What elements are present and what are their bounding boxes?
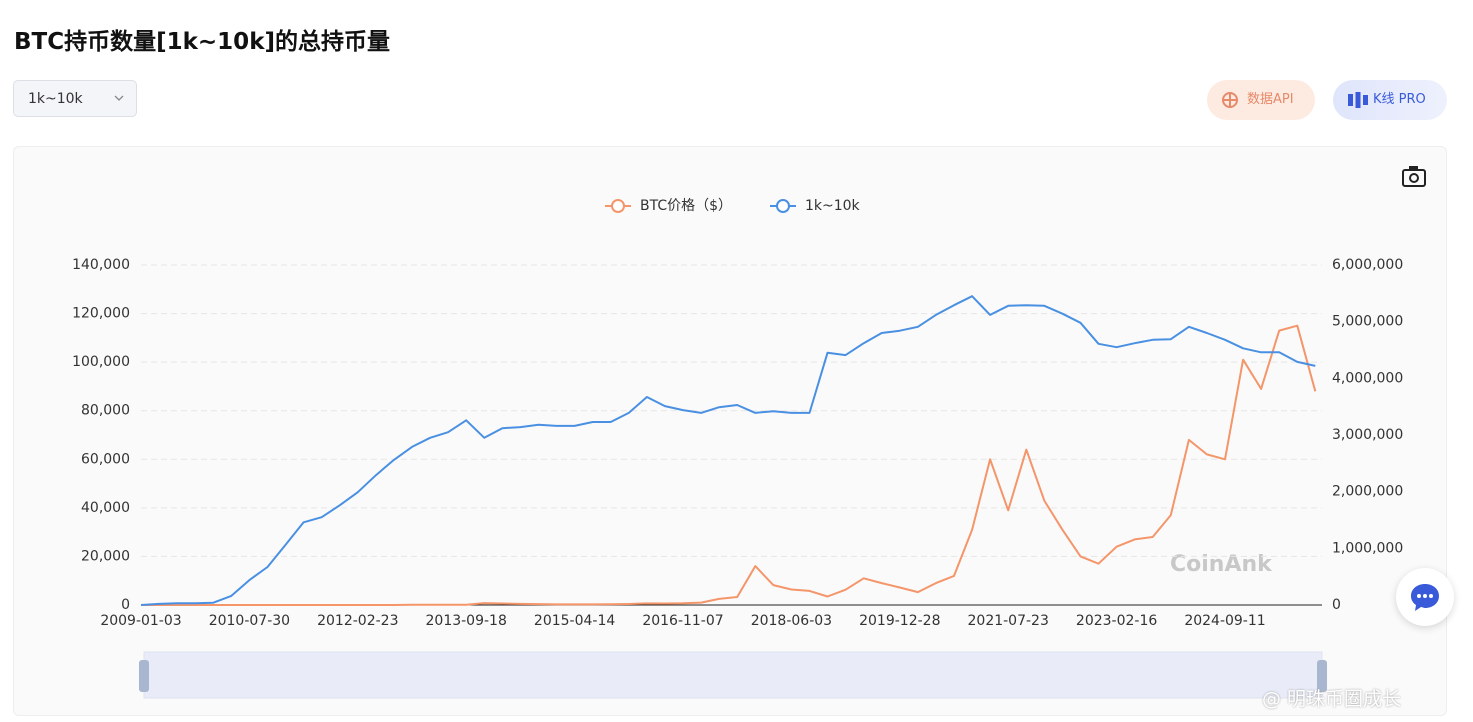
dropdown-text: 1k~10k [28, 91, 83, 107]
api-icon [1222, 92, 1238, 108]
y2-tick-label: 4,000,000 [1332, 370, 1403, 386]
y-tick-label: 0 [121, 597, 130, 613]
range-dropdown[interactable]: 1k~10k [13, 80, 137, 117]
footer-watermark: @ 明珠币圈成长 [1262, 688, 1402, 710]
data-line [141, 324, 1317, 606]
x-tick-label: 2013-09-18 [426, 613, 507, 629]
x-tick-label: 2012-02-23 [317, 613, 398, 629]
api-button[interactable]: 数据API [1207, 80, 1315, 120]
legend-label: 1k~10k [805, 198, 861, 214]
y2-tick-label: 6,000,000 [1332, 257, 1403, 273]
y2-tick-label: 3,000,000 [1332, 427, 1403, 443]
chevron [114, 95, 124, 101]
zoom-handle[interactable] [139, 660, 149, 692]
legend-item[interactable]: BTC价格（$） [605, 198, 732, 214]
y-tick-label: 140,000 [72, 257, 130, 273]
x-tick-label: 2021-07-23 [968, 613, 1049, 629]
x-tick-label: 2016-11-07 [642, 613, 723, 629]
x-tick-label: 2009-01-03 [100, 613, 181, 629]
zoom-slider[interactable] [143, 651, 1323, 699]
kline-icon [1348, 92, 1368, 108]
chat-button[interactable] [1396, 568, 1454, 626]
y-tick-label: 20,000 [81, 548, 130, 564]
data-line [140, 295, 1316, 606]
watermark: CoinAnk [1170, 552, 1273, 577]
x-tick-label: 2024-09-11 [1184, 613, 1265, 629]
y2-tick-label: 2,000,000 [1332, 484, 1403, 500]
y2-tick-label: 1,000,000 [1332, 540, 1403, 556]
kline-button[interactable]: K线 PRO [1333, 80, 1447, 120]
y2-tick-label: 5,000,000 [1332, 314, 1403, 330]
x-tick-label: 2018-06-03 [751, 613, 832, 629]
chart-panel [13, 146, 1447, 716]
y-tick-label: 40,000 [81, 500, 130, 516]
button-text: K线 PRO [1373, 92, 1426, 107]
chat-icon [1411, 584, 1439, 611]
camera-icon[interactable] [1402, 166, 1426, 187]
x-tick-label: 2010-07-30 [209, 613, 290, 629]
legend-symbol [611, 199, 625, 213]
y-tick-label: 80,000 [81, 403, 130, 419]
button-text: 数据API [1247, 92, 1294, 107]
x-tick-label: 2023-02-16 [1076, 613, 1157, 629]
y2-tick-label: 0 [1332, 597, 1341, 613]
x-tick-label: 2019-12-28 [859, 613, 940, 629]
y-tick-label: 60,000 [81, 451, 130, 467]
y-tick-label: 120,000 [72, 306, 130, 322]
y-tick-label: 100,000 [72, 354, 130, 370]
page-title: BTC持币数量[1k~10k]的总持币量 [14, 29, 390, 55]
legend-label: BTC价格（$） [640, 198, 732, 214]
x-tick-label: 2015-04-14 [534, 613, 615, 629]
legend-symbol [776, 199, 790, 213]
legend-item[interactable]: 1k~10k [770, 198, 861, 214]
zoom-handle[interactable] [1317, 660, 1327, 692]
